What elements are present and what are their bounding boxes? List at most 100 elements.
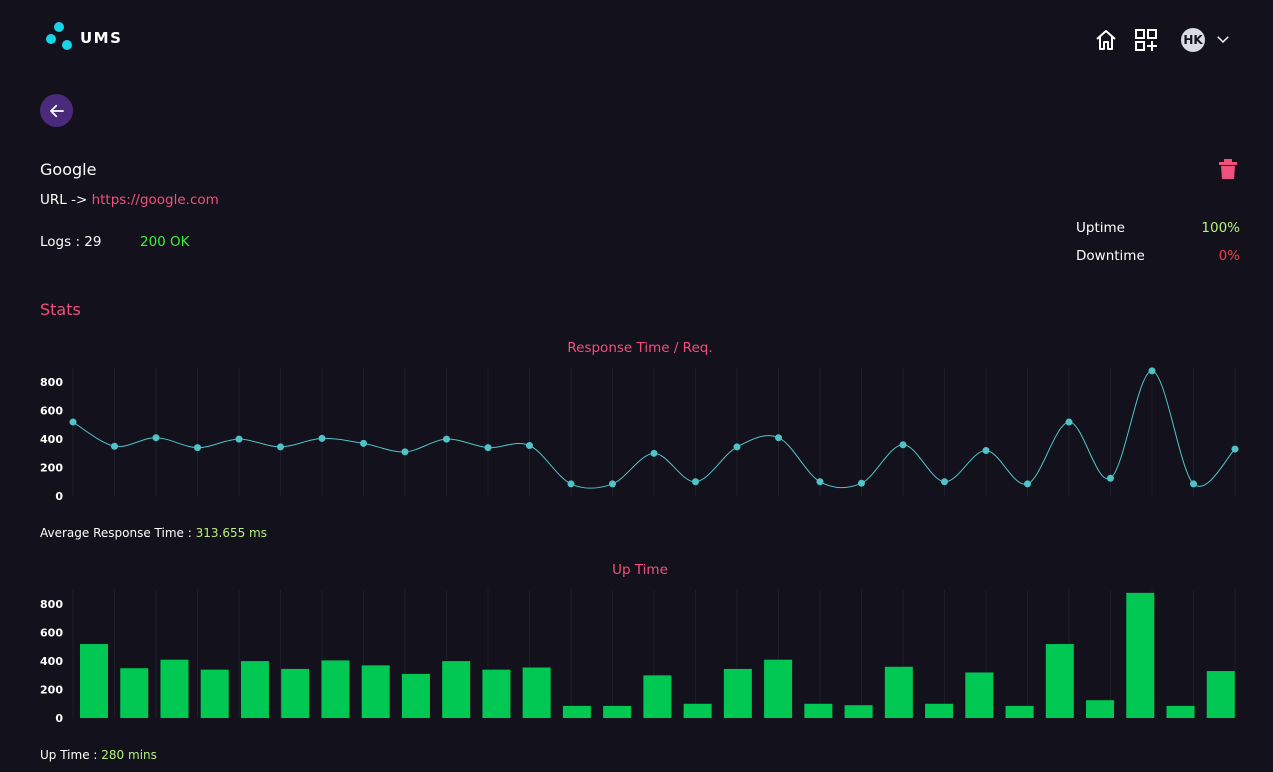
uptime-bar	[723, 668, 752, 718]
data-point	[318, 434, 326, 442]
y-tick-label: 400	[40, 433, 63, 446]
uptime-total-label: Up Time :	[40, 748, 98, 762]
url-row: URL -> https://google.com	[40, 192, 219, 208]
logo-dot	[54, 22, 64, 32]
monitor-name: Google	[40, 160, 97, 179]
uptime-bar	[120, 668, 149, 718]
data-point	[1231, 445, 1239, 453]
home-icon[interactable]	[1094, 28, 1118, 52]
chevron-down-icon[interactable]	[1214, 30, 1232, 48]
y-tick-label: 200	[40, 684, 63, 697]
avatar[interactable]: HK	[1181, 28, 1205, 52]
qr-add-icon[interactable]	[1134, 28, 1158, 52]
y-tick-label: 800	[40, 376, 63, 389]
data-point	[1065, 418, 1073, 426]
uptime-bar	[281, 668, 310, 718]
stats-heading: Stats	[40, 300, 81, 319]
uptime-bar	[160, 659, 189, 718]
uptime-bar	[522, 667, 551, 718]
app-name: UMS	[80, 29, 123, 47]
data-point	[69, 418, 77, 426]
back-button[interactable]	[40, 94, 73, 127]
y-tick-label: 800	[40, 598, 63, 611]
app-logo[interactable]: UMS	[46, 22, 126, 52]
data-point	[401, 448, 409, 456]
uptime-bar	[1005, 705, 1034, 718]
uptime-bar	[361, 665, 390, 718]
data-point	[858, 479, 865, 487]
uptime-bar	[401, 673, 430, 718]
response-chart-title: Response Time / Req.	[567, 340, 713, 356]
uptime-chart-title: Up Time	[612, 562, 668, 578]
uptime-total: Up Time : 280 mins	[40, 748, 157, 762]
data-point	[1190, 480, 1197, 488]
data-point	[360, 439, 367, 447]
y-tick-label: 0	[55, 490, 63, 503]
avg-response-time: Average Response Time : 313.655 ms	[40, 526, 267, 540]
data-point	[941, 478, 948, 486]
data-point	[982, 446, 990, 454]
uptime-bar	[321, 660, 350, 718]
uptime-bar	[1086, 700, 1115, 718]
uptime-bar	[1206, 671, 1235, 718]
status-badge: 200 OK	[140, 234, 190, 250]
trash-icon[interactable]	[1219, 159, 1237, 179]
uptime-bar	[884, 666, 913, 718]
uptime-bar	[643, 675, 672, 718]
y-tick-label: 0	[55, 712, 63, 725]
downtime-value: 0%	[1218, 248, 1240, 264]
data-point	[567, 480, 575, 488]
data-point	[111, 442, 118, 450]
response-time-chart: 0 200 400 600 800	[40, 367, 1239, 503]
y-tick-label: 600	[40, 405, 63, 418]
uptime-bar	[200, 669, 229, 718]
uptime-bar	[80, 644, 108, 718]
uptime-bar	[925, 703, 954, 718]
logo-dot	[46, 34, 56, 44]
uptime-bar	[442, 661, 471, 718]
uptime-chart: 0 200 400 600 800	[40, 590, 1236, 725]
uptime-value: 100%	[1201, 220, 1240, 236]
avg-value: 313.655 ms	[195, 526, 267, 540]
data-point	[526, 442, 533, 450]
data-point	[816, 478, 824, 486]
uptime-bar	[683, 703, 712, 718]
uptime-label: Uptime	[1076, 220, 1125, 236]
uptime-bar	[562, 705, 591, 718]
data-point	[650, 449, 658, 457]
uptime-bar	[804, 703, 833, 718]
arrow-left-icon	[49, 104, 64, 117]
data-point	[733, 443, 741, 451]
data-point	[899, 441, 907, 449]
url-label: URL ->	[40, 192, 88, 208]
uptime-bar	[1166, 705, 1195, 718]
uptime-bar	[965, 672, 994, 718]
data-point	[1024, 480, 1031, 488]
logs-count: Logs : 29	[40, 234, 102, 250]
uptime-bar	[603, 705, 632, 718]
url-link[interactable]: https://google.com	[91, 192, 219, 208]
y-tick-label: 200	[40, 462, 63, 475]
logo-dot	[62, 40, 72, 50]
uptime-bar	[844, 705, 873, 718]
data-point	[775, 434, 782, 442]
data-point	[1107, 474, 1114, 482]
uptime-bar	[1045, 644, 1074, 718]
uptime-total-value: 280 mins	[101, 748, 157, 762]
uptime-bar	[764, 659, 793, 718]
data-point	[235, 435, 243, 443]
y-tick-label: 400	[40, 655, 63, 668]
data-point	[277, 443, 284, 451]
data-point	[443, 435, 450, 443]
data-point	[609, 480, 616, 488]
data-point	[1148, 367, 1156, 375]
uptime-bar	[1126, 592, 1155, 718]
y-tick-label: 600	[40, 627, 63, 640]
avg-label: Average Response Time :	[40, 526, 192, 540]
data-point	[484, 444, 492, 452]
data-point	[194, 444, 201, 452]
data-point	[692, 478, 699, 486]
uptime-bar	[240, 661, 269, 718]
downtime-label: Downtime	[1076, 248, 1145, 264]
uptime-bar	[482, 669, 511, 718]
